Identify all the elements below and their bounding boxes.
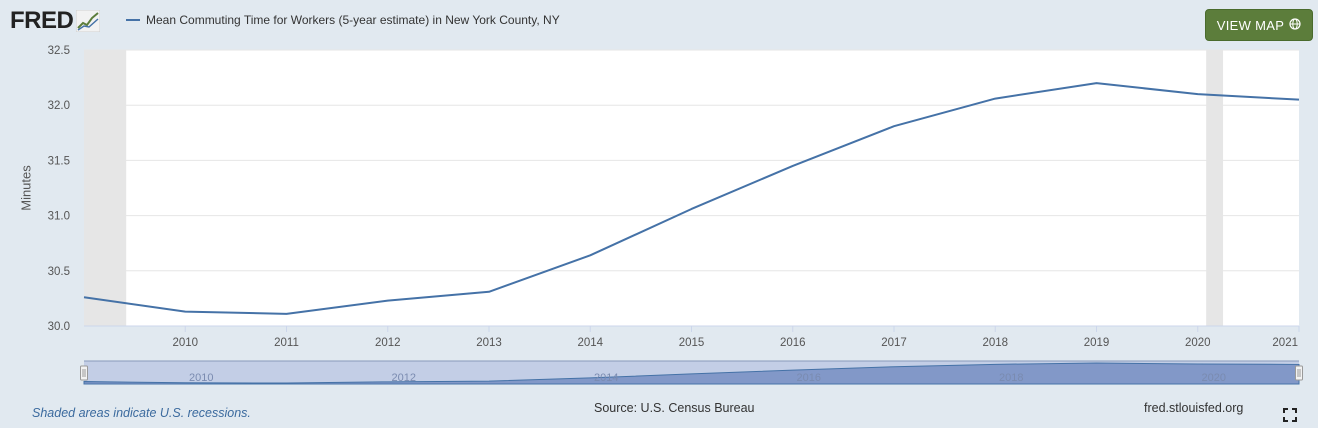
x-tick-label: 2020 (1185, 337, 1211, 349)
x-tick-label: 2017 (881, 337, 907, 349)
recession-band (1206, 50, 1224, 326)
y-tick-label: 31.5 (48, 155, 70, 167)
navigator-tick-label: 2016 (797, 372, 821, 384)
x-tick-labels: 2010 2011 2012 2013 2014 2015 2016 2017 2018 2019… (84, 325, 1300, 349)
view-map-button[interactable]: VIEW MAP (1205, 9, 1313, 41)
x-tick-label: 2013 (476, 337, 502, 349)
fred-logo[interactable]: FRED (10, 7, 101, 34)
navigator-tick-label: 2012 (392, 372, 416, 384)
series-line (83, 82, 1300, 315)
x-tick-label: 2019 (1084, 337, 1110, 349)
navigator-tick-label: 2010 (189, 372, 213, 384)
navigator-left-handle[interactable] (80, 365, 88, 381)
navigator[interactable]: 2010 2012 2014 2016 2018 2020 (80, 360, 1303, 385)
y-tick-label: 32.5 (48, 45, 70, 57)
x-tick-label: 2012 (375, 337, 401, 349)
navigator-tick-label: 2014 (594, 372, 618, 384)
x-tick-label: 2011 (274, 337, 299, 349)
plot-background (84, 50, 1299, 326)
chart-header: FRED Mean Commuting Time for Workers (5-… (0, 0, 1318, 44)
y-tick-label: 30.0 (48, 321, 70, 333)
y-tick-label: 30.5 (48, 266, 70, 278)
recession-note: Shaded areas indicate U.S. recessions. (32, 406, 251, 420)
x-tick-label: 2016 (780, 337, 806, 349)
x-tick-label: 2015 (679, 337, 705, 349)
view-map-label: VIEW MAP (1216, 17, 1285, 33)
recession-band (84, 50, 127, 326)
logo-text: FRED (10, 7, 74, 34)
navigator-tick-label: 2018 (999, 372, 1023, 384)
y-tick-label: 32.0 (48, 100, 70, 112)
recession-shading (84, 50, 1224, 326)
fullscreen-icon[interactable] (1283, 408, 1297, 422)
globe-icon (1289, 17, 1301, 33)
x-tick-label: 2021 (1272, 337, 1298, 349)
legend-item[interactable]: Mean Commuting Time for Workers (5-year … (126, 13, 560, 27)
y-tick-labels: 30.0 30.5 31.0 31.5 32.0 32.5 (48, 45, 70, 333)
x-tick-label: 2010 (172, 337, 198, 349)
navigator-series (83, 362, 1300, 385)
source-text: Source: U.S. Census Bureau (594, 401, 755, 415)
site-url[interactable]: fred.stlouisfed.org (1144, 401, 1244, 415)
navigator-right-handle[interactable] (1295, 365, 1303, 381)
navigator-tick-label: 2020 (1202, 372, 1226, 384)
legend-swatch (126, 19, 140, 21)
x-tick-label: 2018 (982, 337, 1008, 349)
y-tick-label: 31.0 (48, 211, 70, 223)
line-chart-icon (76, 10, 101, 32)
x-tick-label: 2014 (577, 337, 603, 349)
series-lines (83, 82, 1300, 315)
legend-label: Mean Commuting Time for Workers (5-year … (146, 13, 560, 27)
